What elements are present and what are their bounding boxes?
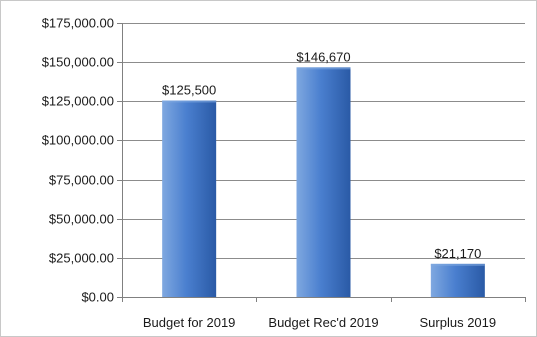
- x-category-label: Budget Rec'd 2019: [268, 315, 378, 330]
- bar-top-highlight: [430, 263, 485, 266]
- x-category-label: Surplus 2019: [420, 315, 497, 330]
- y-tick-label: $75,000.00: [49, 173, 114, 188]
- y-tick-label: $50,000.00: [49, 212, 114, 227]
- y-tick-label: $175,000.00: [42, 16, 114, 31]
- data-label: $125,500: [162, 83, 216, 98]
- y-axis-tick-labels: $0.00 $25,000.00 $50,000.00 $75,000.00 $100,…: [42, 16, 114, 305]
- x-category-label: Budget for 2019: [143, 315, 236, 330]
- data-label: $21,170: [434, 246, 481, 261]
- bar-top-highlight: [162, 100, 217, 103]
- bars: [162, 67, 485, 297]
- y-tick-label: $0.00: [81, 290, 114, 305]
- y-tick-label: $150,000.00: [42, 55, 114, 70]
- bar-top-highlight: [296, 67, 351, 70]
- x-axis-category-labels: Budget for 2019 Budget Rec'd 2019 Surplus …: [143, 315, 496, 330]
- data-label: $146,670: [296, 49, 350, 64]
- y-tick-label: $100,000.00: [42, 133, 114, 148]
- bar: [296, 67, 351, 297]
- y-tick-label: $125,000.00: [42, 94, 114, 109]
- bar: [430, 263, 485, 297]
- bar: [162, 100, 217, 297]
- y-tick-label: $25,000.00: [49, 251, 114, 266]
- data-labels: $125,500 $146,670 $21,170: [162, 49, 481, 260]
- axes: [122, 23, 526, 302]
